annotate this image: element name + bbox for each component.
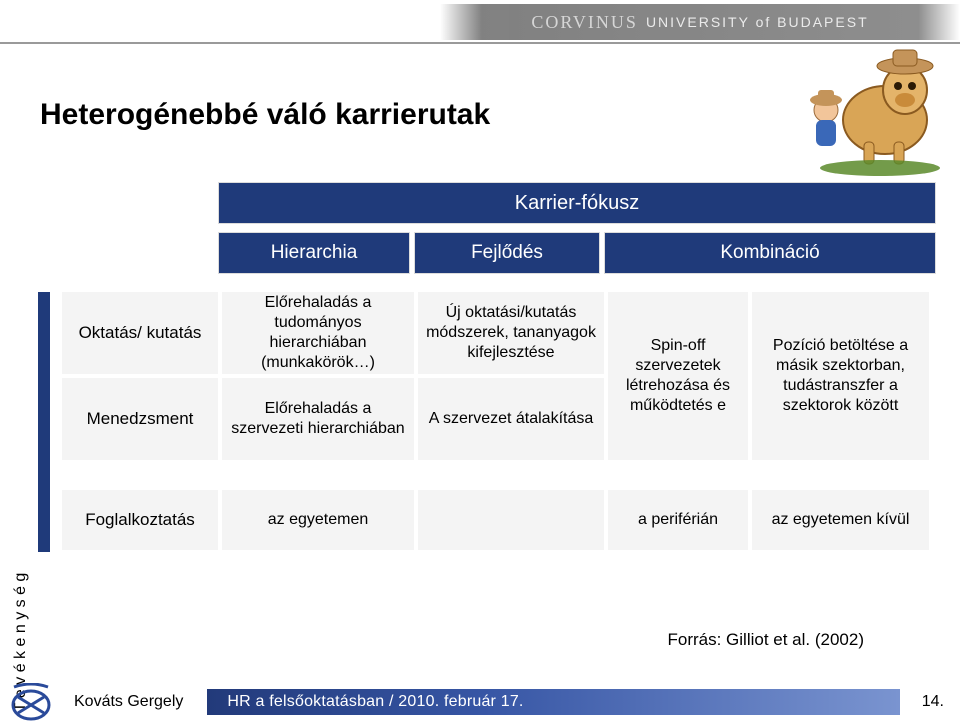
col-header-0: Hierarchia: [218, 232, 410, 274]
grid-content: Előrehaladás a tudományos hierarchiában …: [222, 292, 929, 552]
mascot-image: [790, 20, 950, 180]
cell-r0c1: Új oktatási/kutatás módszerek, tananyago…: [418, 292, 604, 374]
cell-r01c2b: Pozíció betöltése a másik szektorban, tu…: [752, 292, 929, 460]
cell-r01c2a: Spin-off szervezetek létrehozása és műkö…: [608, 292, 748, 460]
row-label-1: Menedzsment: [62, 378, 218, 460]
cell-r2c2b: az egyetemen kívül: [752, 490, 929, 550]
col-header-2: Kombináció: [604, 232, 936, 274]
grid-body: T e v é k e n y s é g Oktatás/ kutatás M…: [34, 292, 929, 552]
column-headers: Hierarchia Fejlődés Kombináció: [218, 232, 936, 274]
slide-title: Heterogénebbé váló karrierutak: [40, 98, 490, 132]
footer-logo: [0, 682, 62, 722]
cell-r1c0: Előrehaladás a szervezeti hierarchiában: [222, 378, 414, 460]
col-header-1: Fejlődés: [414, 232, 600, 274]
source-citation: Forrás: Gilliot et al. (2002): [667, 630, 864, 650]
cell-r2c0: az egyetemen: [222, 490, 414, 550]
grid-row-2: az egyetemen a periférián az egyetemen k…: [222, 490, 929, 550]
focus-header: Karrier-fókusz: [218, 182, 936, 224]
grid-rows-0-1: Előrehaladás a tudományos hierarchiában …: [222, 292, 929, 460]
cell-r0c0: Előrehaladás a tudományos hierarchiában …: [222, 292, 414, 374]
row-label-0: Oktatás/ kutatás: [62, 292, 218, 374]
row-label-2: Foglalkoztatás: [62, 490, 218, 550]
cell-r2c2a: a periférián: [608, 490, 748, 550]
vertical-axis-label: T e v é k e n y s é g: [12, 352, 30, 712]
footer-page: 14.: [900, 693, 960, 711]
diagram: Karrier-fókusz Hierarchia Fejlődés Kombi…: [34, 182, 929, 552]
cell-r1c1: A szervezet átalakítása: [418, 378, 604, 460]
brand-left: CORVINUS: [531, 12, 638, 33]
footer-author: Kováts Gergely: [74, 693, 183, 711]
vertical-axis: T e v é k e n y s é g: [34, 292, 62, 552]
cell-r2c1: [418, 490, 604, 550]
footer: Kováts Gergely HR a felsőoktatásban / 20…: [0, 682, 960, 722]
row-labels: Oktatás/ kutatás Menedzsment Foglalkozta…: [62, 292, 218, 552]
footer-center: HR a felsőoktatásban / 2010. február 17.: [207, 689, 900, 715]
